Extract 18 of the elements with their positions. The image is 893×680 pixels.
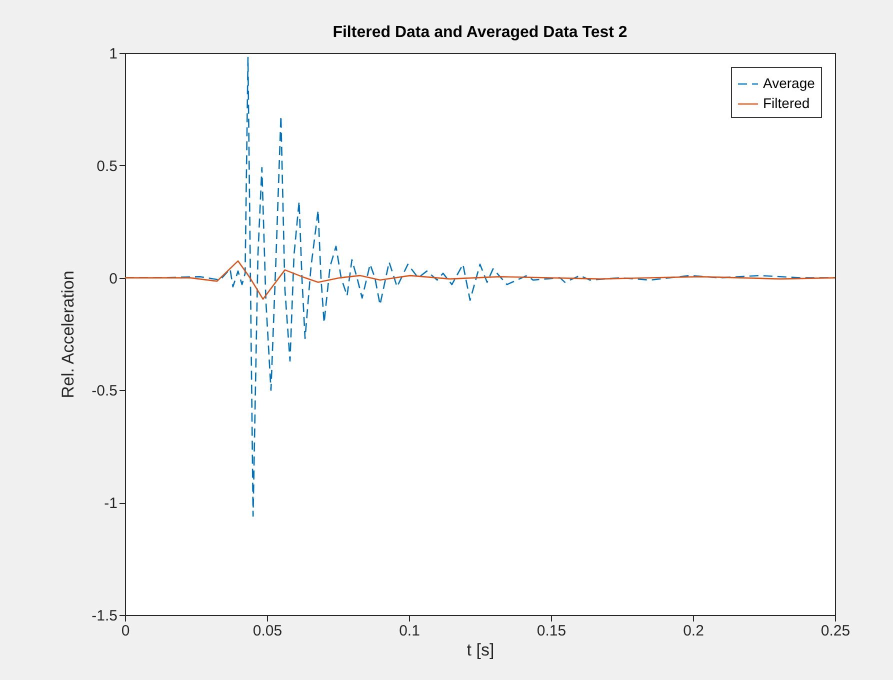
x-tick-label: 0.25 <box>820 622 850 640</box>
legend-label: Average <box>763 75 816 91</box>
x-tick-label: 0.1 <box>399 622 420 640</box>
x-tick-label: 0.05 <box>252 622 282 640</box>
y-tick-label: 0.5 <box>96 158 118 175</box>
y-tick-label: -1 <box>104 495 118 512</box>
chart-title: Filtered Data and Averaged Data Test 2 <box>332 24 628 41</box>
x-tick-label: 0 <box>121 622 130 640</box>
y-tick-label: 0 <box>109 270 118 288</box>
x-tick-label: 0.2 <box>683 622 704 640</box>
y-tick-label: -0.5 <box>92 382 118 400</box>
y-tick-label: 1 <box>109 46 118 62</box>
legend-label: Filtered <box>763 95 810 111</box>
y-axis-title: Rel. Acceleration <box>58 270 78 398</box>
y-tick-label: -1.5 <box>92 608 118 624</box>
x-tick-label: 0.15 <box>536 622 566 640</box>
x-axis-title: t [s] <box>466 640 494 660</box>
line-series <box>125 260 835 300</box>
